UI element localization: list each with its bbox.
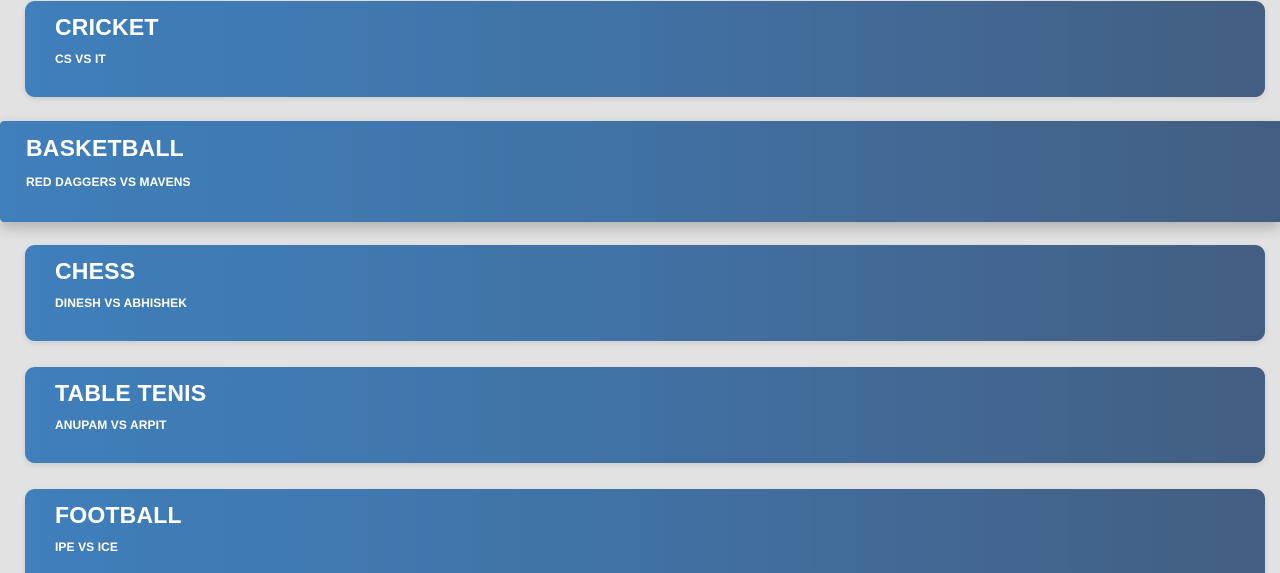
- event-card-cricket[interactable]: CRICKET CS VS IT: [25, 1, 1265, 97]
- event-card-basketball[interactable]: BASKETBALL RED DAGGERS VS MAVENS: [0, 121, 1280, 222]
- event-matchup: RED DAGGERS VS MAVENS: [26, 175, 191, 189]
- event-title: BASKETBALL: [26, 135, 184, 161]
- event-title: TABLE TENIS: [55, 380, 207, 406]
- event-matchup: DINESH VS ABHISHEK: [55, 296, 188, 310]
- event-title: FOOTBALL: [55, 502, 182, 528]
- event-title: CRICKET: [55, 14, 159, 40]
- event-card-football[interactable]: FOOTBALL IPE VS ICE: [25, 489, 1265, 573]
- event-card-table-tenis[interactable]: TABLE TENIS ANUPAM VS ARPIT: [25, 367, 1265, 463]
- event-matchup: IPE VS ICE: [55, 540, 119, 554]
- event-matchup: ANUPAM VS ARPIT: [55, 418, 167, 432]
- event-matchup: CS VS IT: [55, 52, 106, 66]
- event-title: CHESS: [55, 258, 136, 284]
- event-card-chess[interactable]: CHESS DINESH VS ABHISHEK: [25, 245, 1265, 341]
